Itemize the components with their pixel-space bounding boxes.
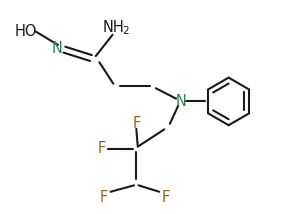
Text: F: F [97,141,105,156]
Text: N: N [176,94,187,109]
Text: NH: NH [103,20,125,35]
Text: 2: 2 [122,27,129,36]
Text: F: F [100,190,108,205]
Text: HO: HO [15,24,37,39]
Text: F: F [132,116,140,131]
Text: F: F [162,190,170,205]
Text: N: N [52,41,63,56]
